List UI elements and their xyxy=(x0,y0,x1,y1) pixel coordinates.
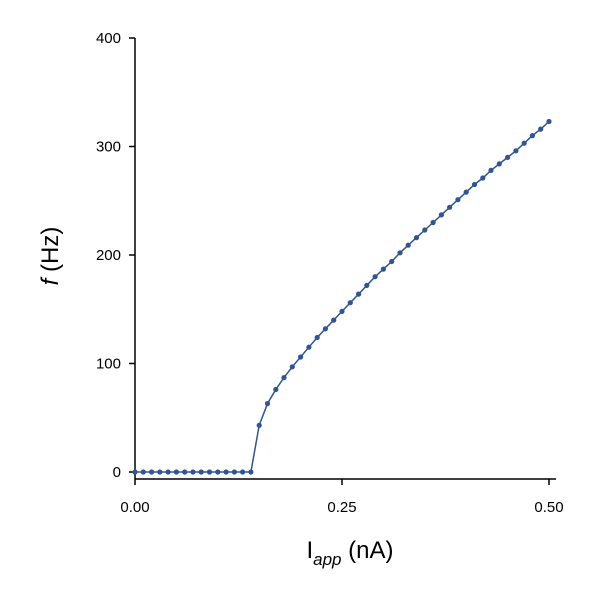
data-point xyxy=(397,250,403,256)
data-point xyxy=(455,197,461,203)
y-tick-label: 0 xyxy=(113,464,121,481)
data-point xyxy=(364,282,370,288)
data-point xyxy=(149,469,155,475)
data-point xyxy=(447,204,453,210)
data-point xyxy=(380,266,386,272)
data-point xyxy=(157,469,163,475)
data-point xyxy=(496,161,502,167)
data-point xyxy=(215,469,221,475)
data-point xyxy=(422,227,428,233)
data-point xyxy=(546,118,552,125)
data-point xyxy=(529,133,536,139)
data-point xyxy=(480,175,486,181)
data-point xyxy=(248,469,254,475)
y-tick-label: 400 xyxy=(96,30,121,47)
y-axis-title: f (Hz) xyxy=(37,227,64,286)
data-point xyxy=(140,469,146,475)
data-point xyxy=(331,317,337,323)
data-point xyxy=(372,274,378,280)
data-point xyxy=(347,300,353,306)
x-axis-title: Iapp (nA) xyxy=(306,537,393,569)
data-point xyxy=(438,212,444,218)
data-point xyxy=(289,364,295,370)
data-point xyxy=(182,469,188,475)
y-axis-ticks: 0 100 200 300 400 xyxy=(96,30,135,481)
y-tick-label: 300 xyxy=(96,139,121,156)
data-point xyxy=(256,422,262,428)
data-point xyxy=(405,242,411,248)
data-point xyxy=(430,219,436,226)
x-tick-label: 0.00 xyxy=(120,499,149,516)
data-point xyxy=(231,469,237,475)
data-point xyxy=(513,148,519,154)
data-point xyxy=(389,258,395,265)
data-point xyxy=(264,401,271,407)
data-point xyxy=(339,308,345,314)
data-point xyxy=(281,375,287,381)
data-point xyxy=(198,469,204,475)
data-point xyxy=(322,326,328,332)
x-tick-label: 0.25 xyxy=(327,499,356,516)
data-point xyxy=(165,469,171,475)
data-point xyxy=(314,334,320,341)
data-point xyxy=(463,189,469,195)
data-point xyxy=(356,291,362,297)
data-point xyxy=(206,469,213,475)
data-point xyxy=(298,354,304,360)
data-point xyxy=(190,469,196,475)
data-point xyxy=(173,469,179,475)
y-tick-label: 100 xyxy=(96,356,121,373)
data-point xyxy=(488,167,494,173)
data-point xyxy=(538,126,544,132)
series-points xyxy=(132,118,552,475)
data-point xyxy=(413,235,420,241)
data-point xyxy=(223,469,229,475)
x-axis-ticks: 0.00 0.25 0.50 xyxy=(120,479,564,516)
y-tick-label: 200 xyxy=(96,247,121,264)
data-point xyxy=(306,344,312,350)
data-point xyxy=(471,181,478,188)
data-point xyxy=(521,140,527,146)
data-point xyxy=(240,469,246,475)
data-point xyxy=(132,469,138,475)
x-tick-label: 0.50 xyxy=(534,499,563,516)
series-line xyxy=(135,120,550,473)
data-point xyxy=(505,154,511,160)
data-point xyxy=(273,386,279,393)
